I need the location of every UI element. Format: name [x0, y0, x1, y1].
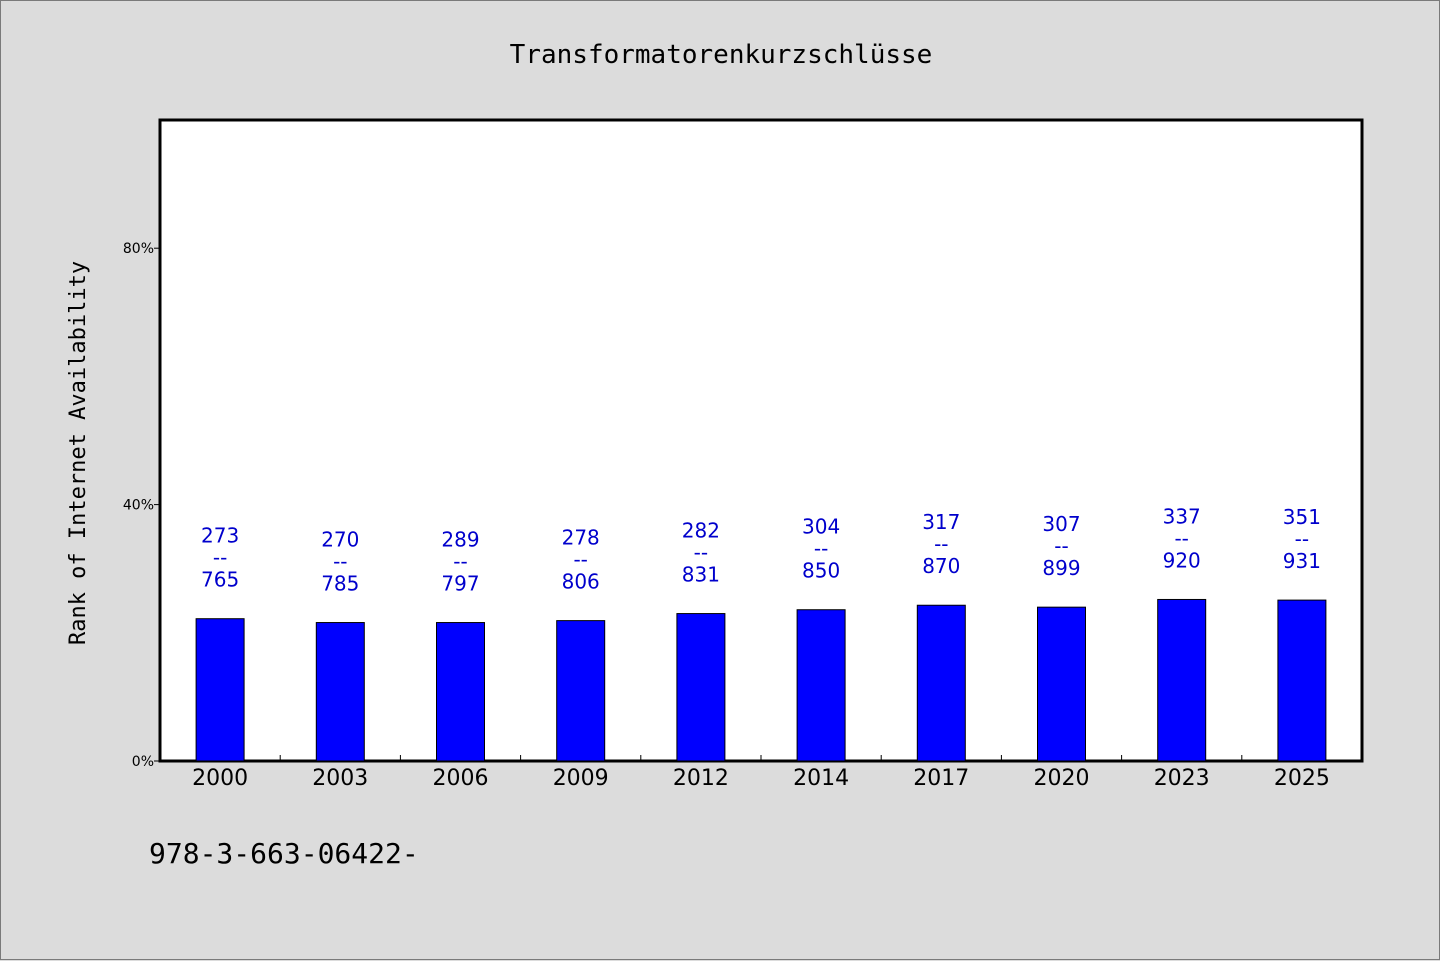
x-tick-label-2014: 2014 [793, 766, 849, 791]
bar-label-bottom: 806 [562, 570, 600, 594]
bar-label-bottom: 765 [201, 568, 239, 592]
bar-2009 [556, 620, 606, 762]
bar-label-top: 337 [1163, 504, 1201, 528]
bar-2006 [436, 622, 485, 762]
bar-label-bottom: 797 [441, 572, 479, 596]
bar-data-labels: 765--273785--270797--289806--278831--282… [201, 504, 1321, 595]
bar-label-separator: -- [213, 546, 227, 570]
bar-2023 [1157, 598, 1207, 762]
bar-2017 [916, 604, 966, 762]
y-tick-label-80%: 80% [123, 241, 154, 257]
bar-2020 [1037, 606, 1086, 762]
x-tick-label-2020: 2020 [1034, 766, 1090, 791]
bar-label-separator: -- [814, 537, 828, 561]
bar-label-top: 270 [321, 528, 359, 552]
bar-label-top: 282 [682, 519, 720, 543]
bar-label-bottom: 920 [1163, 548, 1201, 572]
bar-label-separator: -- [934, 532, 948, 556]
bar-label-top: 273 [201, 524, 239, 548]
y-axis-ticks: 0% 40% 80% [123, 241, 160, 770]
x-tick-label-2009: 2009 [553, 766, 609, 791]
y-axis-label: Rank of Internet Availability [66, 261, 91, 645]
bar-label-top: 351 [1283, 505, 1321, 529]
x-tick-label-2017: 2017 [913, 766, 969, 791]
x-tick-label-2000: 2000 [192, 766, 248, 791]
bar-2012 [676, 613, 726, 762]
bar-label-top: 289 [441, 528, 479, 552]
bar-label-bottom: 785 [321, 572, 359, 596]
bar-label-top: 307 [1042, 512, 1080, 536]
bar-label-separator: -- [453, 550, 467, 574]
bar-label-bottom: 831 [682, 563, 720, 587]
y-tick-label-40%: 40% [123, 498, 154, 514]
bar-label-bottom: 850 [802, 559, 840, 583]
bar-label-separator: -- [573, 548, 587, 572]
x-tick-label-2025: 2025 [1274, 766, 1330, 791]
x-tick-label-2012: 2012 [673, 766, 729, 791]
bar-label-separator: -- [333, 550, 347, 574]
bar-2000 [195, 618, 245, 762]
x-tick-label-2023: 2023 [1154, 766, 1210, 791]
bar-group [195, 598, 1327, 762]
bar-label-bottom: 931 [1283, 549, 1321, 573]
bar-label-bottom: 899 [1042, 556, 1080, 580]
bar-label-top: 317 [922, 510, 960, 534]
bar-label-top: 304 [802, 515, 840, 539]
bar-2025 [1277, 599, 1327, 762]
y-tick-label-0%: 0% [132, 754, 154, 770]
x-tick-label-2006: 2006 [433, 766, 489, 791]
x-axis-ticks: 2000 2003 2006 2009 2012 2014 2017 2020 2023 2025 [192, 755, 1330, 791]
bar-2014 [796, 609, 846, 762]
bar-label-bottom: 870 [922, 554, 960, 578]
footer-isbn-text: 978-3-663-06422- [149, 837, 419, 870]
chart-title: Transformatorenkurzschlüsse [510, 40, 933, 70]
bar-label-separator: -- [1174, 526, 1188, 550]
bar-label-separator: -- [1295, 527, 1309, 551]
bar-2003 [315, 622, 365, 762]
bar-label-separator: -- [694, 541, 708, 565]
bar-label-top: 278 [562, 526, 600, 550]
bar-label-separator: -- [1054, 534, 1068, 558]
x-tick-label-2003: 2003 [312, 766, 368, 791]
